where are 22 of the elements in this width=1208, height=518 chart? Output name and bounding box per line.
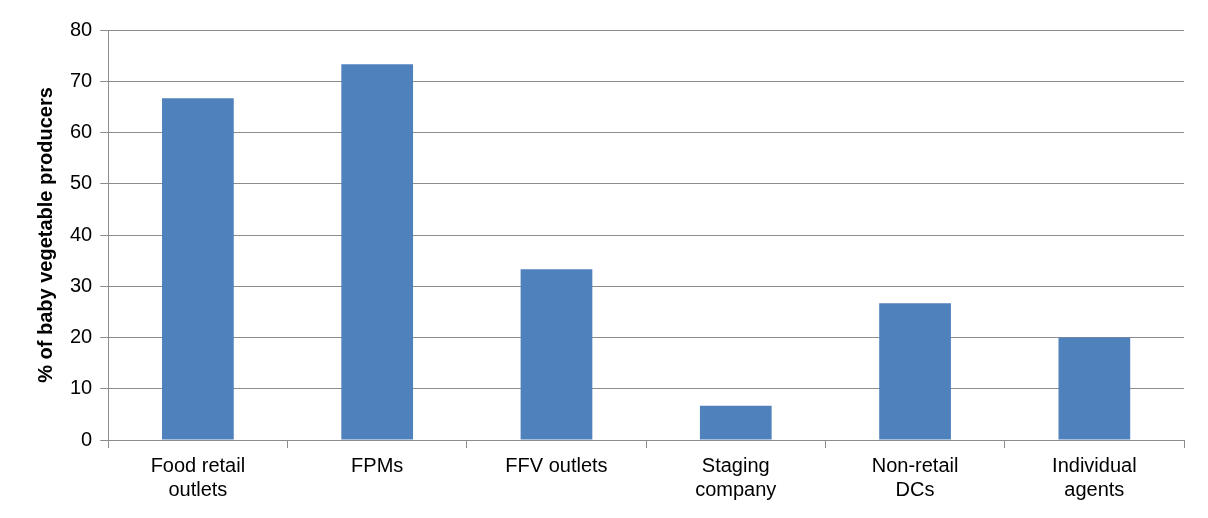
- y-tick-label: 10: [70, 376, 93, 399]
- y-axis-title: % of baby vegetable producers: [33, 87, 56, 383]
- x-tick-label: Staging company: [695, 453, 777, 500]
- bar: [699, 405, 772, 440]
- x-tick-label: FPMs: [351, 453, 404, 476]
- y-tick-label: 50: [70, 171, 93, 194]
- x-tick-label: FFV outlets: [505, 453, 608, 476]
- bar: [162, 98, 234, 440]
- y-tick-label: 0: [81, 427, 93, 450]
- bar: [520, 269, 593, 440]
- y-tick-label: 30: [70, 273, 93, 296]
- x-tick-label: Food retail outlets: [150, 453, 246, 500]
- y-tick-label: 80: [70, 17, 93, 40]
- y-tick-label: 70: [70, 68, 93, 91]
- y-tick-label: 20: [70, 325, 93, 348]
- y-tick-label: 40: [70, 222, 93, 245]
- x-tick-label: Individual agents: [1052, 453, 1137, 500]
- y-tick-label: 60: [70, 120, 93, 143]
- bar: [1058, 337, 1131, 440]
- x-tick-label: Non-retail DCs: [871, 453, 959, 500]
- bar: [879, 303, 951, 440]
- bar: [341, 64, 414, 440]
